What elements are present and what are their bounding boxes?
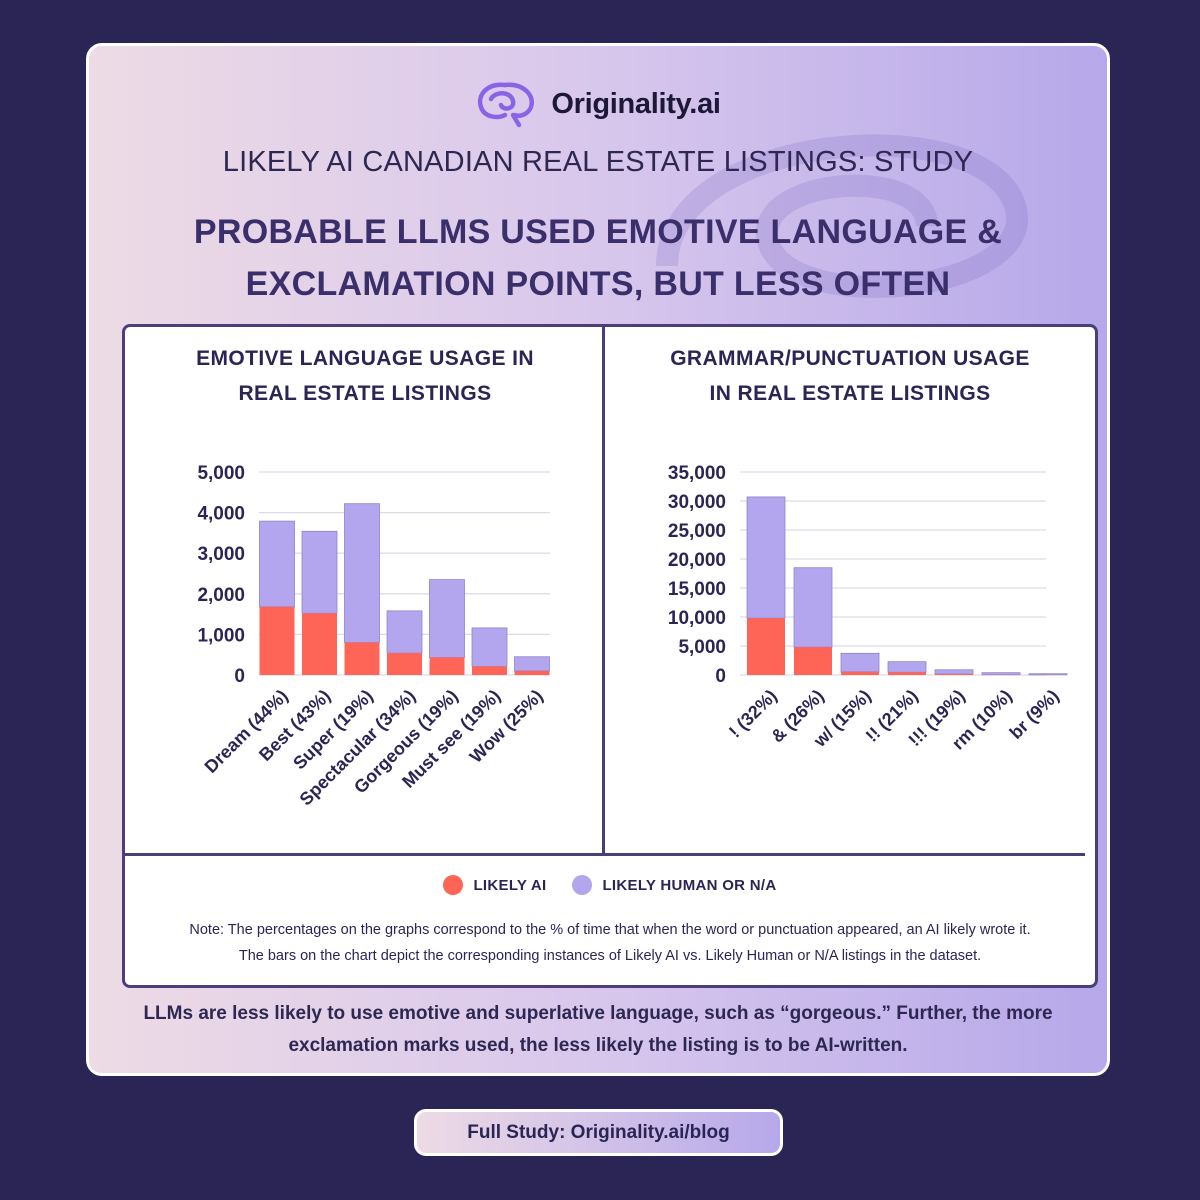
y-tick-label: 5,000 [197, 463, 245, 484]
y-tick-label: 2,000 [197, 585, 245, 606]
bar-likely-human [1028, 673, 1068, 676]
bar-likely-ai [259, 606, 295, 675]
bar-likely-ai [935, 674, 973, 675]
bar-likely-human [259, 520, 295, 608]
bar-likely-human [934, 669, 974, 675]
grammar-chart-title-line-1: GRAMMAR/PUNCTUATION USAGE [670, 347, 1030, 370]
bar-likely-human [386, 610, 423, 654]
chart-note-line-1: Note: The percentages on the graphs corr… [189, 922, 1031, 938]
grammar-punctuation-chart: 35,000 30,000 25,000 20,000 15,000 10,000 5,00… [668, 463, 1068, 754]
y-tick-label: 4,000 [197, 504, 245, 525]
y-tick-label: 25,000 [668, 521, 726, 542]
brand-name: Originality.ai [551, 87, 721, 120]
bar-likely-human [429, 579, 465, 658]
legend-dot-human [572, 875, 593, 895]
bar-likely-ai [387, 653, 422, 675]
legend-label-human: LIKELY HUMAN OR N/A [602, 876, 777, 894]
y-tick-label: 3,000 [197, 544, 245, 565]
legend-dot-ai [443, 875, 464, 895]
bar-likely-ai [429, 657, 465, 675]
x-category-label: br (9%) [1006, 686, 1063, 743]
y-tick-label: 0 [234, 666, 245, 687]
y-tick-label: 30,000 [668, 492, 726, 513]
summary-line-1: LLMs are less likely to use emotive and … [143, 1003, 1053, 1024]
bar-likely-ai [472, 666, 507, 675]
emotive-chart-title: EMOTIVE LANGUAGE USAGE IN REAL ESTATE LI… [135, 341, 595, 411]
bar-likely-human [514, 656, 550, 672]
bar-likely-ai [514, 670, 550, 675]
bar-likely-ai [888, 672, 926, 675]
summary-line-2: exclamation marks used, the less likely … [288, 1035, 908, 1056]
infographic-card: Originality.ai LIKELY AI CANADIAN REAL E… [86, 43, 1110, 1076]
y-tick-label: 35,000 [668, 463, 726, 484]
bar-likely-human [793, 567, 833, 648]
study-title: LIKELY AI CANADIAN REAL ESTATE LISTINGS:… [222, 146, 974, 178]
bar-likely-human [471, 627, 508, 667]
bar-likely-human [344, 503, 380, 643]
legend-label-ai: LIKELY AI [473, 876, 547, 894]
y-tick-label: 10,000 [668, 608, 726, 629]
emotive-chart-title-line-1: EMOTIVE LANGUAGE USAGE IN [196, 347, 534, 370]
bar-likely-human [981, 672, 1021, 676]
headline: PROBABLE LLMS USED EMOTIVE LANGUAGE & EX… [129, 206, 1067, 310]
bar-likely-ai [344, 642, 380, 675]
brand-header: Originality.ai [89, 78, 1107, 130]
y-tick-label: 20,000 [668, 550, 726, 571]
y-tick-label: 15,000 [668, 579, 726, 600]
summary-text: LLMs are less likely to use emotive and … [109, 998, 1087, 1062]
chart-note: Note: The percentages on the graphs corr… [133, 917, 1087, 969]
chart-divider-vertical [602, 327, 605, 855]
y-tick-label: 1,000 [197, 625, 245, 646]
headline-line-1: PROBABLE LLMS USED EMOTIVE LANGUAGE & [193, 213, 1003, 251]
legend-item-human: LIKELY HUMAN OR N/A [572, 875, 776, 895]
bar-likely-human [746, 496, 786, 619]
grammar-chart-title: GRAMMAR/PUNCTUATION USAGE IN REAL ESTATE… [615, 341, 1085, 411]
headline-line-2: EXCLAMATION POINTS, BUT LESS OFTEN [245, 265, 951, 303]
chart-divider-horizontal [125, 853, 1085, 856]
charts-panel: EMOTIVE LANGUAGE USAGE IN REAL ESTATE LI… [122, 324, 1098, 988]
full-study-link[interactable]: Full Study: Originality.ai/blog [414, 1109, 783, 1156]
bar-likely-human [301, 530, 338, 614]
grammar-chart-title-line-2: IN REAL ESTATE LISTINGS [709, 382, 991, 405]
bar-likely-ai [841, 671, 879, 675]
chart-legend: LIKELY AI LIKELY HUMAN OR N/A [125, 875, 1095, 895]
legend-item-ai: LIKELY AI [443, 875, 546, 895]
bar-likely-ai [794, 647, 832, 675]
bar-likely-ai [747, 618, 785, 675]
bar-likely-ai [302, 613, 337, 675]
chart-note-line-2: The bars on the chart depict the corresp… [238, 948, 982, 964]
brain-icon [478, 82, 535, 128]
emotive-chart-title-line-2: REAL ESTATE LISTINGS [238, 382, 492, 405]
y-tick-label: 5,000 [678, 637, 726, 658]
y-tick-label: 0 [715, 666, 726, 687]
bar-likely-human [840, 652, 880, 673]
bar-likely-human [887, 661, 927, 673]
